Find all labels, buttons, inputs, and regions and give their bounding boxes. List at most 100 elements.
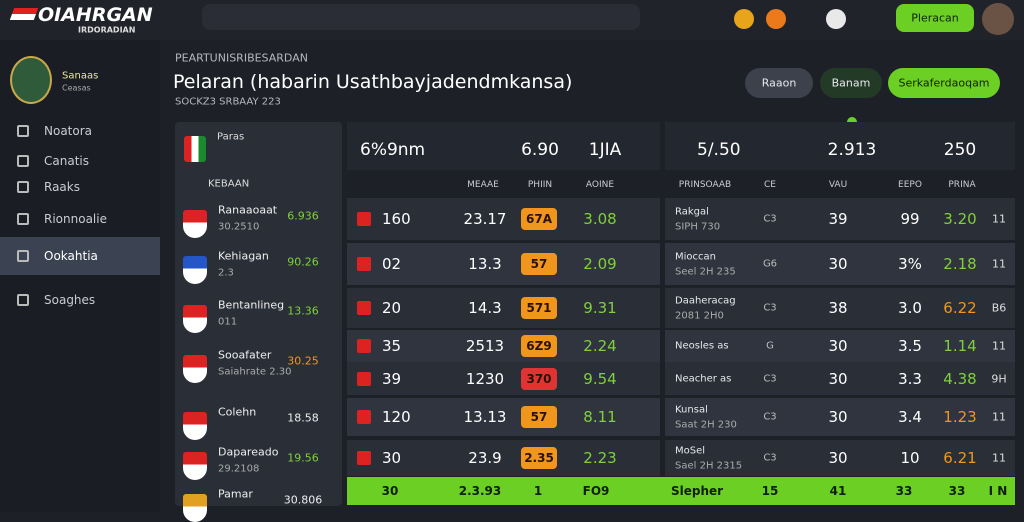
cell: C3 [763,213,777,225]
button-label[interactable]: Pleracan [911,11,959,25]
search-box[interactable] [202,4,640,30]
footer-cell: I N [988,484,1008,498]
cell: 9H [991,372,1007,385]
row [347,362,660,395]
team-name: Pamar [218,487,253,501]
column-header: CE [764,180,776,190]
pill-label: 67A [526,212,552,226]
cell: 120 [382,408,411,426]
team-badge [183,355,207,383]
row [665,398,1015,436]
menu-icon [17,294,29,306]
footer-cell: 33 [895,484,913,498]
column-header: MEAAE [467,180,499,190]
footer-cell: FO9 [582,484,610,498]
cell: 11 [992,257,1006,271]
menu-item[interactable]: Canatis [44,154,89,168]
menu-icon [17,250,29,262]
primary-button[interactable] [896,4,974,32]
row [347,243,660,285]
odds: 3.08 [583,210,617,228]
footer-cell: 41 [829,484,847,498]
cell: 1230 [465,369,505,388]
menu-item[interactable]: Noatora [44,124,93,138]
match-name[interactable]: MoSel [675,445,706,457]
match-sub: 2081 2H0 [675,310,724,322]
cell: 11 [992,212,1006,226]
team-value: 30.25 [287,354,319,368]
cell: 3% [898,255,922,273]
icon[interactable] [766,9,786,29]
icon[interactable] [826,9,846,29]
footer-row [347,477,1015,505]
odds: 6.21 [943,449,977,467]
team-badge [183,412,207,440]
team-name: Colehn [218,405,257,419]
logo-sub: IRDORADIAN [78,25,136,35]
sidebar [0,40,160,512]
team-sub: Saiahrate 2.30 [218,366,292,378]
menu-icon [17,213,29,225]
match-name[interactable]: Rakgal [675,206,709,218]
odds: 1.23 [943,408,977,426]
icon[interactable] [734,9,754,29]
cell: 13.13 [463,408,507,426]
footer-cell: 33 [948,484,966,498]
cell: 39 [382,369,402,388]
cell: 3.0 [898,299,922,317]
match-name[interactable]: Kunsal [675,404,708,416]
row [347,330,660,362]
column-header: AOINE [585,180,615,190]
logo: OIAHRGAN [38,4,153,26]
team-header: Paras [217,131,245,143]
team-name: Bentanlineg [218,298,285,312]
page-title: Pelaran (habarin Usathbayjadendmkansa) [173,71,573,93]
cell: 30 [828,408,848,426]
cell: 11 [992,339,1006,353]
row [665,243,1015,285]
match-sub: SIPH 730 [675,221,721,233]
footer-cell: 1 [533,484,543,498]
team-value: 90.26 [287,255,319,269]
odds: 2.09 [583,255,617,273]
pill [521,208,557,230]
pill-label: 57 [530,257,548,271]
team-sub: 011 [218,316,238,328]
odds: 2.23 [583,449,617,467]
pill-label: 571 [526,301,552,315]
match-sub: Seel 2H 235 [675,266,736,278]
match-name[interactable]: Daaheracag [675,295,736,307]
avatar[interactable] [982,3,1014,35]
team-badge [183,256,207,284]
button-label[interactable]: Raaon [761,76,797,90]
menu-item[interactable]: Soaghes [44,293,96,307]
header-button[interactable] [888,68,1000,98]
menu-item[interactable]: Raaks [44,180,80,194]
row [347,288,660,328]
cell: G [766,340,774,352]
button-label[interactable]: Banam [831,76,871,90]
match-name[interactable]: Neacher as [675,373,732,384]
menu-item[interactable]: Ookahtia [44,249,98,263]
cell: 30 [828,255,848,273]
match-name[interactable]: Mioccan [675,251,716,263]
team-value: 19.56 [287,451,319,465]
header-button[interactable] [745,68,813,98]
summary-value: 6%9nm [360,140,426,160]
team-name: Ranaaoaat [218,203,278,217]
team-sub: 30.2510 [218,221,260,233]
match-name[interactable]: Neosles as [675,340,729,352]
cell: 10 [900,449,920,467]
cell: 20 [382,299,402,317]
button-label[interactable]: Serkaferdaoqam [898,76,990,90]
summary-value: 2.913 [827,140,877,160]
menu-item[interactable]: Rionnoalie [44,212,107,226]
row [665,288,1015,328]
menu-icon [17,181,29,193]
column-header: PRINSOAAB [678,180,732,190]
summary-value: 250 [943,140,977,160]
team-name: Dapareado [218,445,279,459]
header-button[interactable] [820,68,882,98]
logo-flag [9,8,39,20]
